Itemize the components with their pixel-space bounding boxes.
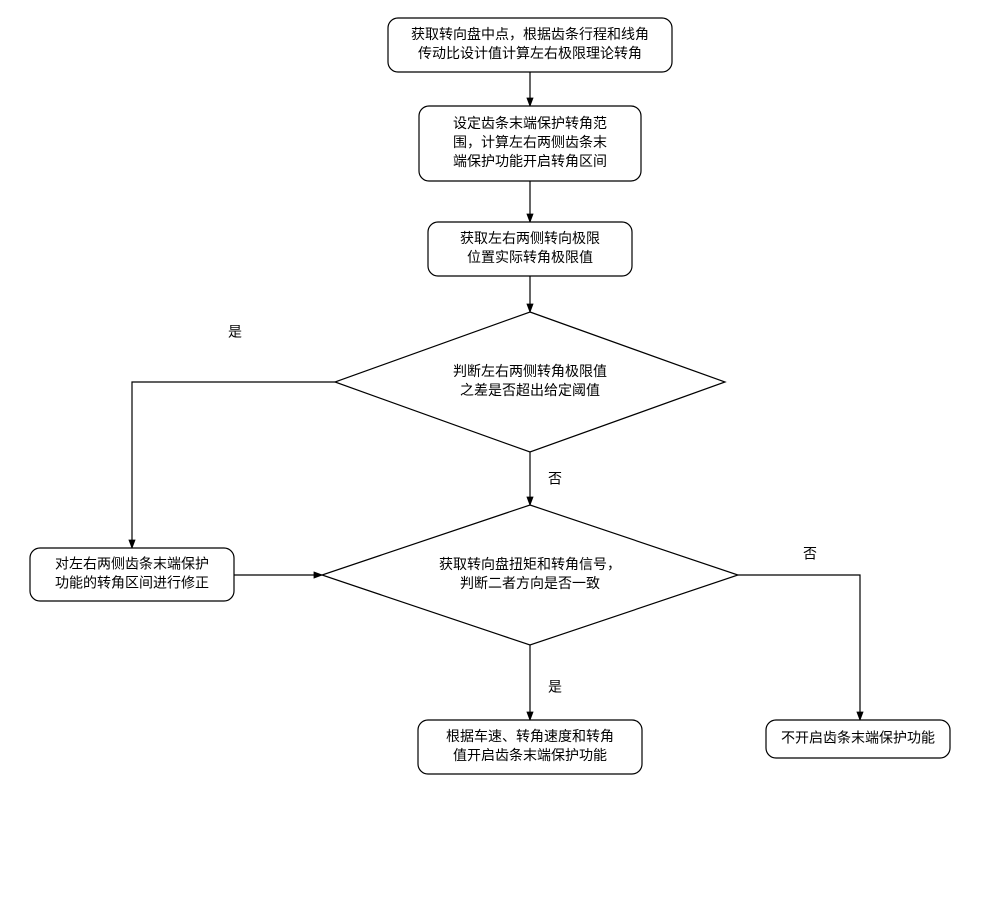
edge-label-6: 是: [548, 679, 562, 695]
svg-text:之差是否超出给定阈值: 之差是否超出给定阈值: [460, 382, 600, 398]
edge-7: [738, 575, 860, 720]
svg-text:传动比设计值计算左右极限理论转角: 传动比设计值计算左右极限理论转角: [418, 45, 642, 61]
svg-text:获取左右两侧转向极限: 获取左右两侧转向极限: [460, 230, 600, 246]
svg-text:判断二者方向是否一致: 判断二者方向是否一致: [460, 575, 600, 591]
svg-text:值开启齿条末端保护功能: 值开启齿条末端保护功能: [453, 747, 607, 763]
svg-text:位置实际转角极限值: 位置实际转角极限值: [467, 249, 593, 265]
edge-3: [132, 382, 335, 548]
svg-text:判断左右两侧转角极限值: 判断左右两侧转角极限值: [453, 363, 607, 379]
flowchart: 获取转向盘中点，根据齿条行程和线角传动比设计值计算左右极限理论转角设定齿条末端保…: [0, 0, 1000, 900]
svg-text:对左右两侧齿条末端保护: 对左右两侧齿条末端保护: [55, 556, 209, 572]
edge-label-7: 否: [803, 546, 817, 562]
svg-text:围，计算左右两侧齿条末: 围，计算左右两侧齿条末: [453, 134, 607, 150]
svg-text:获取转向盘扭矩和转角信号，: 获取转向盘扭矩和转角信号，: [439, 556, 621, 572]
svg-text:获取转向盘中点，根据齿条行程和线角: 获取转向盘中点，根据齿条行程和线角: [411, 26, 649, 42]
svg-text:不开启齿条末端保护功能: 不开启齿条末端保护功能: [781, 730, 935, 746]
edge-label-3: 是: [228, 324, 242, 340]
svg-text:端保护功能开启转角区间: 端保护功能开启转角区间: [453, 153, 607, 169]
edge-label-4: 否: [548, 471, 562, 487]
svg-text:根据车速、转角速度和转角: 根据车速、转角速度和转角: [446, 728, 614, 744]
svg-text:功能的转角区间进行修正: 功能的转角区间进行修正: [55, 575, 209, 591]
svg-text:设定齿条末端保护转角范: 设定齿条末端保护转角范: [453, 115, 607, 131]
